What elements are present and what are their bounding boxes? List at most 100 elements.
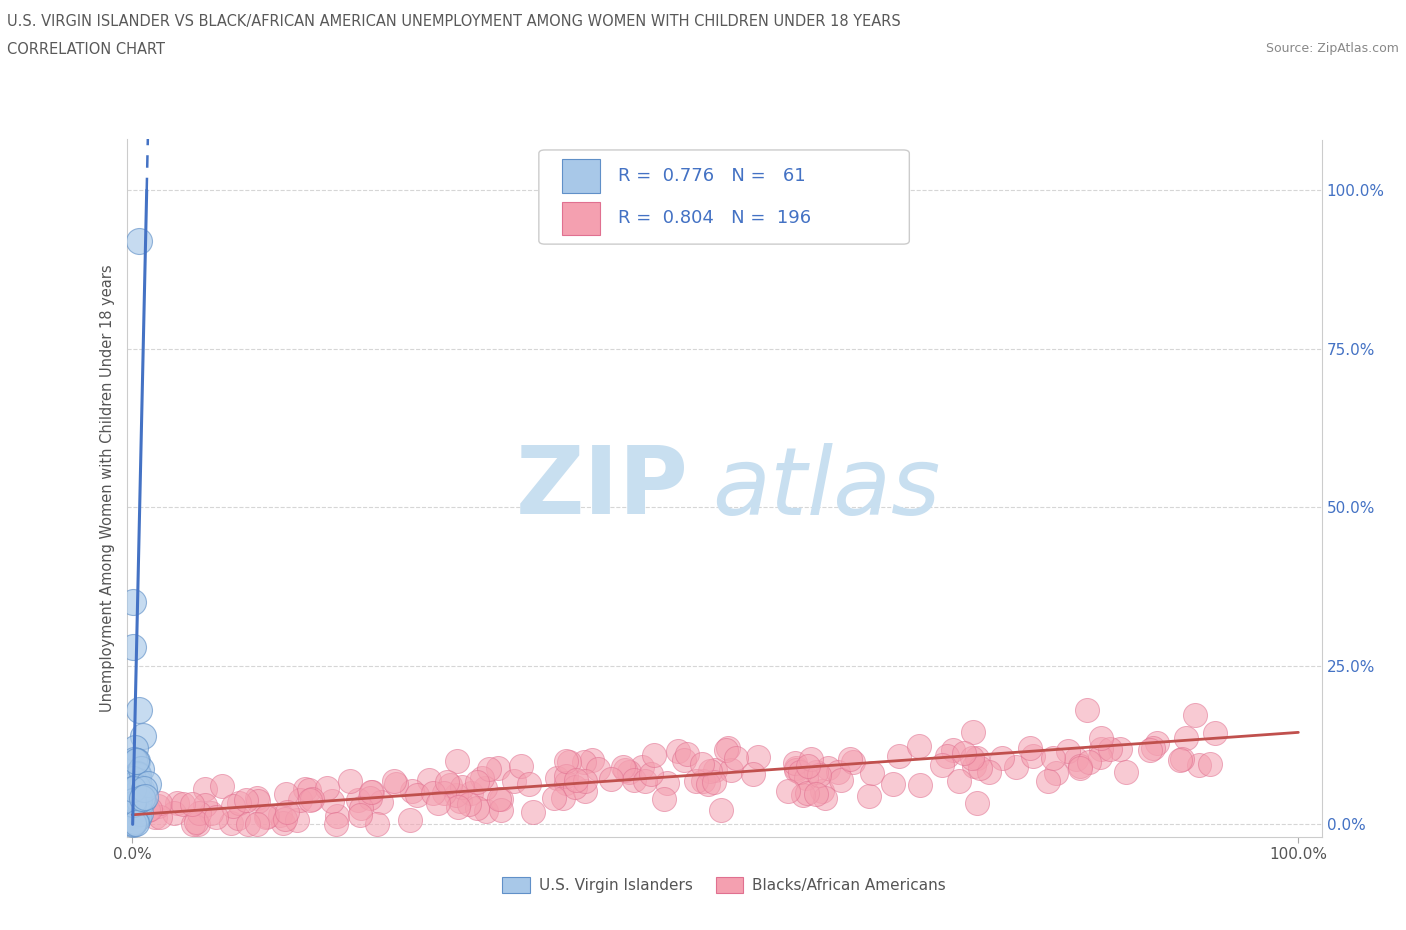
Point [149, 810, 172, 825]
Point [1078, 755, 1101, 770]
Point [127, 753, 149, 768]
Point [676, 747, 699, 762]
Point [315, 780, 337, 795]
Point [366, 817, 388, 831]
Point [564, 779, 586, 794]
Text: U.S. VIRGIN ISLANDER VS BLACK/AFRICAN AMERICAN UNEMPLOYMENT AMONG WOMEN WITH CHI: U.S. VIRGIN ISLANDER VS BLACK/AFRICAN AM… [7, 14, 901, 29]
Point [143, 809, 166, 824]
Point [186, 815, 208, 830]
Point [574, 783, 596, 798]
Point [298, 782, 321, 797]
Point [807, 767, 830, 782]
Point [991, 751, 1014, 765]
Point [1171, 751, 1194, 766]
Point [122, 782, 145, 797]
Point [128, 783, 150, 798]
Point [254, 809, 277, 824]
Point [122, 753, 145, 768]
Point [1168, 753, 1191, 768]
Point [789, 765, 811, 780]
Point [1199, 757, 1222, 772]
Point [614, 763, 637, 777]
Point [125, 779, 148, 794]
Point [785, 760, 807, 775]
Point [696, 777, 718, 791]
Point [942, 742, 965, 757]
Point [124, 741, 146, 756]
Point [127, 768, 149, 783]
Point [586, 762, 609, 777]
Point [124, 789, 146, 804]
Text: atlas: atlas [711, 443, 941, 534]
Point [460, 785, 482, 800]
Point [551, 790, 574, 805]
Point [444, 788, 467, 803]
Point [502, 774, 524, 789]
Point [477, 762, 499, 777]
Point [953, 745, 976, 760]
Point [235, 793, 257, 808]
Point [1142, 740, 1164, 755]
Point [285, 813, 308, 828]
Point [643, 748, 665, 763]
Point [1004, 760, 1026, 775]
Point [716, 743, 738, 758]
Point [1090, 741, 1112, 756]
Point [122, 796, 145, 811]
Point [1076, 702, 1098, 717]
Point [200, 805, 222, 820]
Point [1064, 751, 1087, 766]
Point [211, 778, 233, 793]
Point [122, 784, 145, 799]
Point [127, 766, 149, 781]
Point [204, 809, 226, 824]
Point [612, 760, 634, 775]
Point [474, 780, 496, 795]
Point [269, 807, 291, 822]
Point [127, 774, 149, 789]
Point [699, 764, 721, 778]
Point [785, 762, 807, 777]
Point [124, 804, 146, 818]
Point [555, 769, 578, 784]
Point [134, 790, 156, 804]
Point [124, 781, 146, 796]
Point [800, 751, 823, 766]
Point [385, 777, 408, 791]
FancyBboxPatch shape [538, 150, 910, 245]
Point [720, 763, 742, 777]
Point [124, 814, 146, 829]
Point [187, 817, 209, 831]
Point [1045, 765, 1067, 780]
Point [188, 805, 211, 820]
Point [146, 798, 169, 813]
Point [1115, 764, 1137, 779]
Point [742, 767, 765, 782]
Point [166, 795, 188, 810]
Point [294, 781, 316, 796]
Point [451, 779, 474, 794]
Point [794, 770, 817, 785]
Point [963, 759, 986, 774]
Point [122, 772, 145, 787]
Point [811, 783, 834, 798]
Point [149, 796, 172, 811]
Point [1184, 708, 1206, 723]
Point [228, 796, 250, 811]
Point [122, 816, 145, 830]
Point [557, 755, 579, 770]
Point [747, 750, 769, 764]
Point [405, 787, 427, 802]
Point [127, 768, 149, 783]
Point [127, 791, 149, 806]
Point [1139, 743, 1161, 758]
Point [465, 774, 488, 789]
Point [326, 808, 349, 823]
Point [139, 802, 162, 817]
Point [219, 816, 242, 830]
Point [122, 793, 145, 808]
Point [814, 790, 837, 805]
Point [830, 773, 852, 788]
Point [565, 773, 588, 788]
Point [935, 749, 957, 764]
